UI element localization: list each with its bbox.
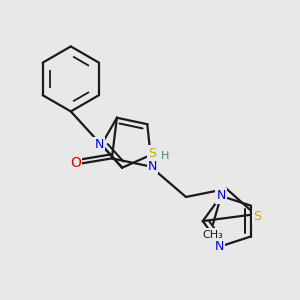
Text: O: O — [70, 157, 81, 170]
Text: S: S — [253, 210, 261, 223]
Text: CH₃: CH₃ — [202, 230, 223, 239]
Text: N: N — [214, 240, 224, 253]
Text: H: H — [160, 151, 169, 161]
Text: N: N — [95, 138, 104, 151]
Text: N: N — [148, 160, 157, 173]
Text: S: S — [148, 146, 157, 160]
Text: N: N — [216, 190, 226, 202]
